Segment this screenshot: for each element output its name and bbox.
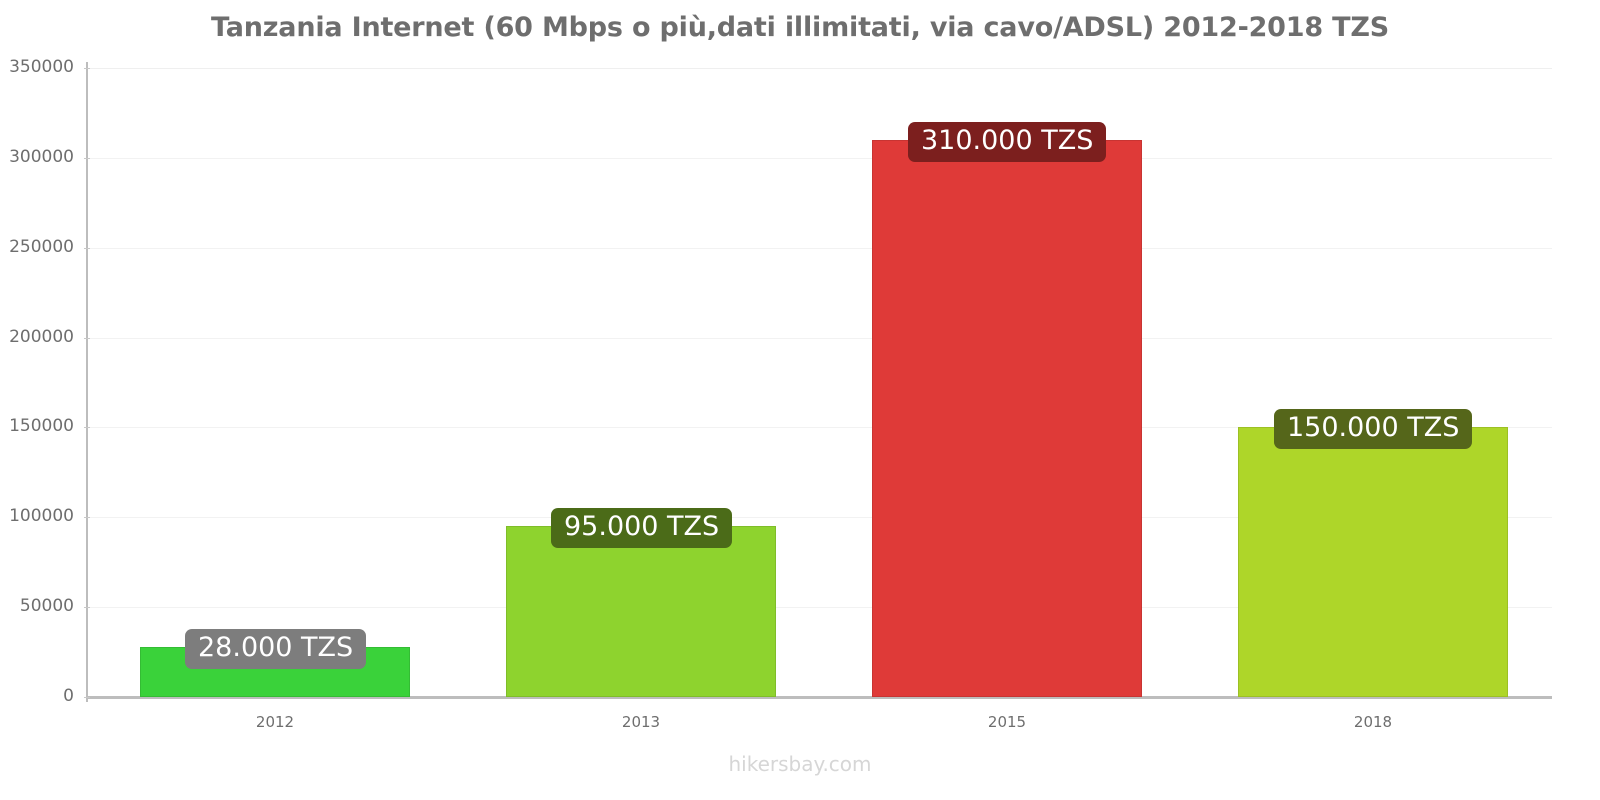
x-tick-label: 2015: [987, 713, 1027, 731]
y-tick-label: 200000: [9, 326, 74, 347]
gridline: [88, 248, 1552, 249]
y-tick-mark: [84, 697, 90, 698]
y-tick-mark: [84, 427, 90, 428]
y-tick-label: 100000: [9, 506, 74, 527]
y-tick-label: 250000: [9, 236, 74, 257]
gridline: [88, 68, 1552, 69]
y-tick-mark: [84, 517, 90, 518]
gridline: [88, 427, 1552, 428]
bar-value-label: 95.000 TZS: [551, 508, 733, 549]
y-tick-mark: [84, 248, 90, 249]
bar[interactable]: [872, 139, 1142, 697]
y-tick-mark: [84, 158, 90, 159]
y-tick-label: 50000: [19, 596, 74, 617]
gridline: [88, 607, 1552, 608]
y-tick-label: 0: [63, 686, 74, 706]
y-tick-label: 300000: [9, 146, 74, 167]
y-tick-label: 150000: [9, 416, 74, 437]
gridline: [88, 158, 1552, 159]
gridline: [88, 517, 1552, 518]
bar[interactable]: [1238, 427, 1508, 697]
footer-credit: hikersbay.com: [728, 752, 872, 776]
x-tick-label: 2018: [1353, 713, 1393, 731]
plot-area: [88, 68, 1552, 697]
y-axis-line: [86, 62, 88, 702]
bar-value-label: 28.000 TZS: [185, 629, 367, 670]
bar[interactable]: [506, 526, 776, 697]
y-tick-label: 350000: [9, 57, 74, 77]
y-tick-mark: [84, 338, 90, 339]
gridline: [88, 338, 1552, 339]
y-tick-mark: [84, 68, 90, 69]
x-tick-label: 2013: [621, 713, 661, 731]
chart-title: Tanzania Internet (60 Mbps o più,dati il…: [211, 12, 1389, 43]
bar-value-label: 310.000 TZS: [908, 122, 1107, 163]
x-tick-label: 2012: [255, 713, 295, 731]
x-axis-line: [88, 696, 1552, 699]
y-tick-mark: [84, 607, 90, 608]
bar-value-label: 150.000 TZS: [1274, 409, 1473, 450]
